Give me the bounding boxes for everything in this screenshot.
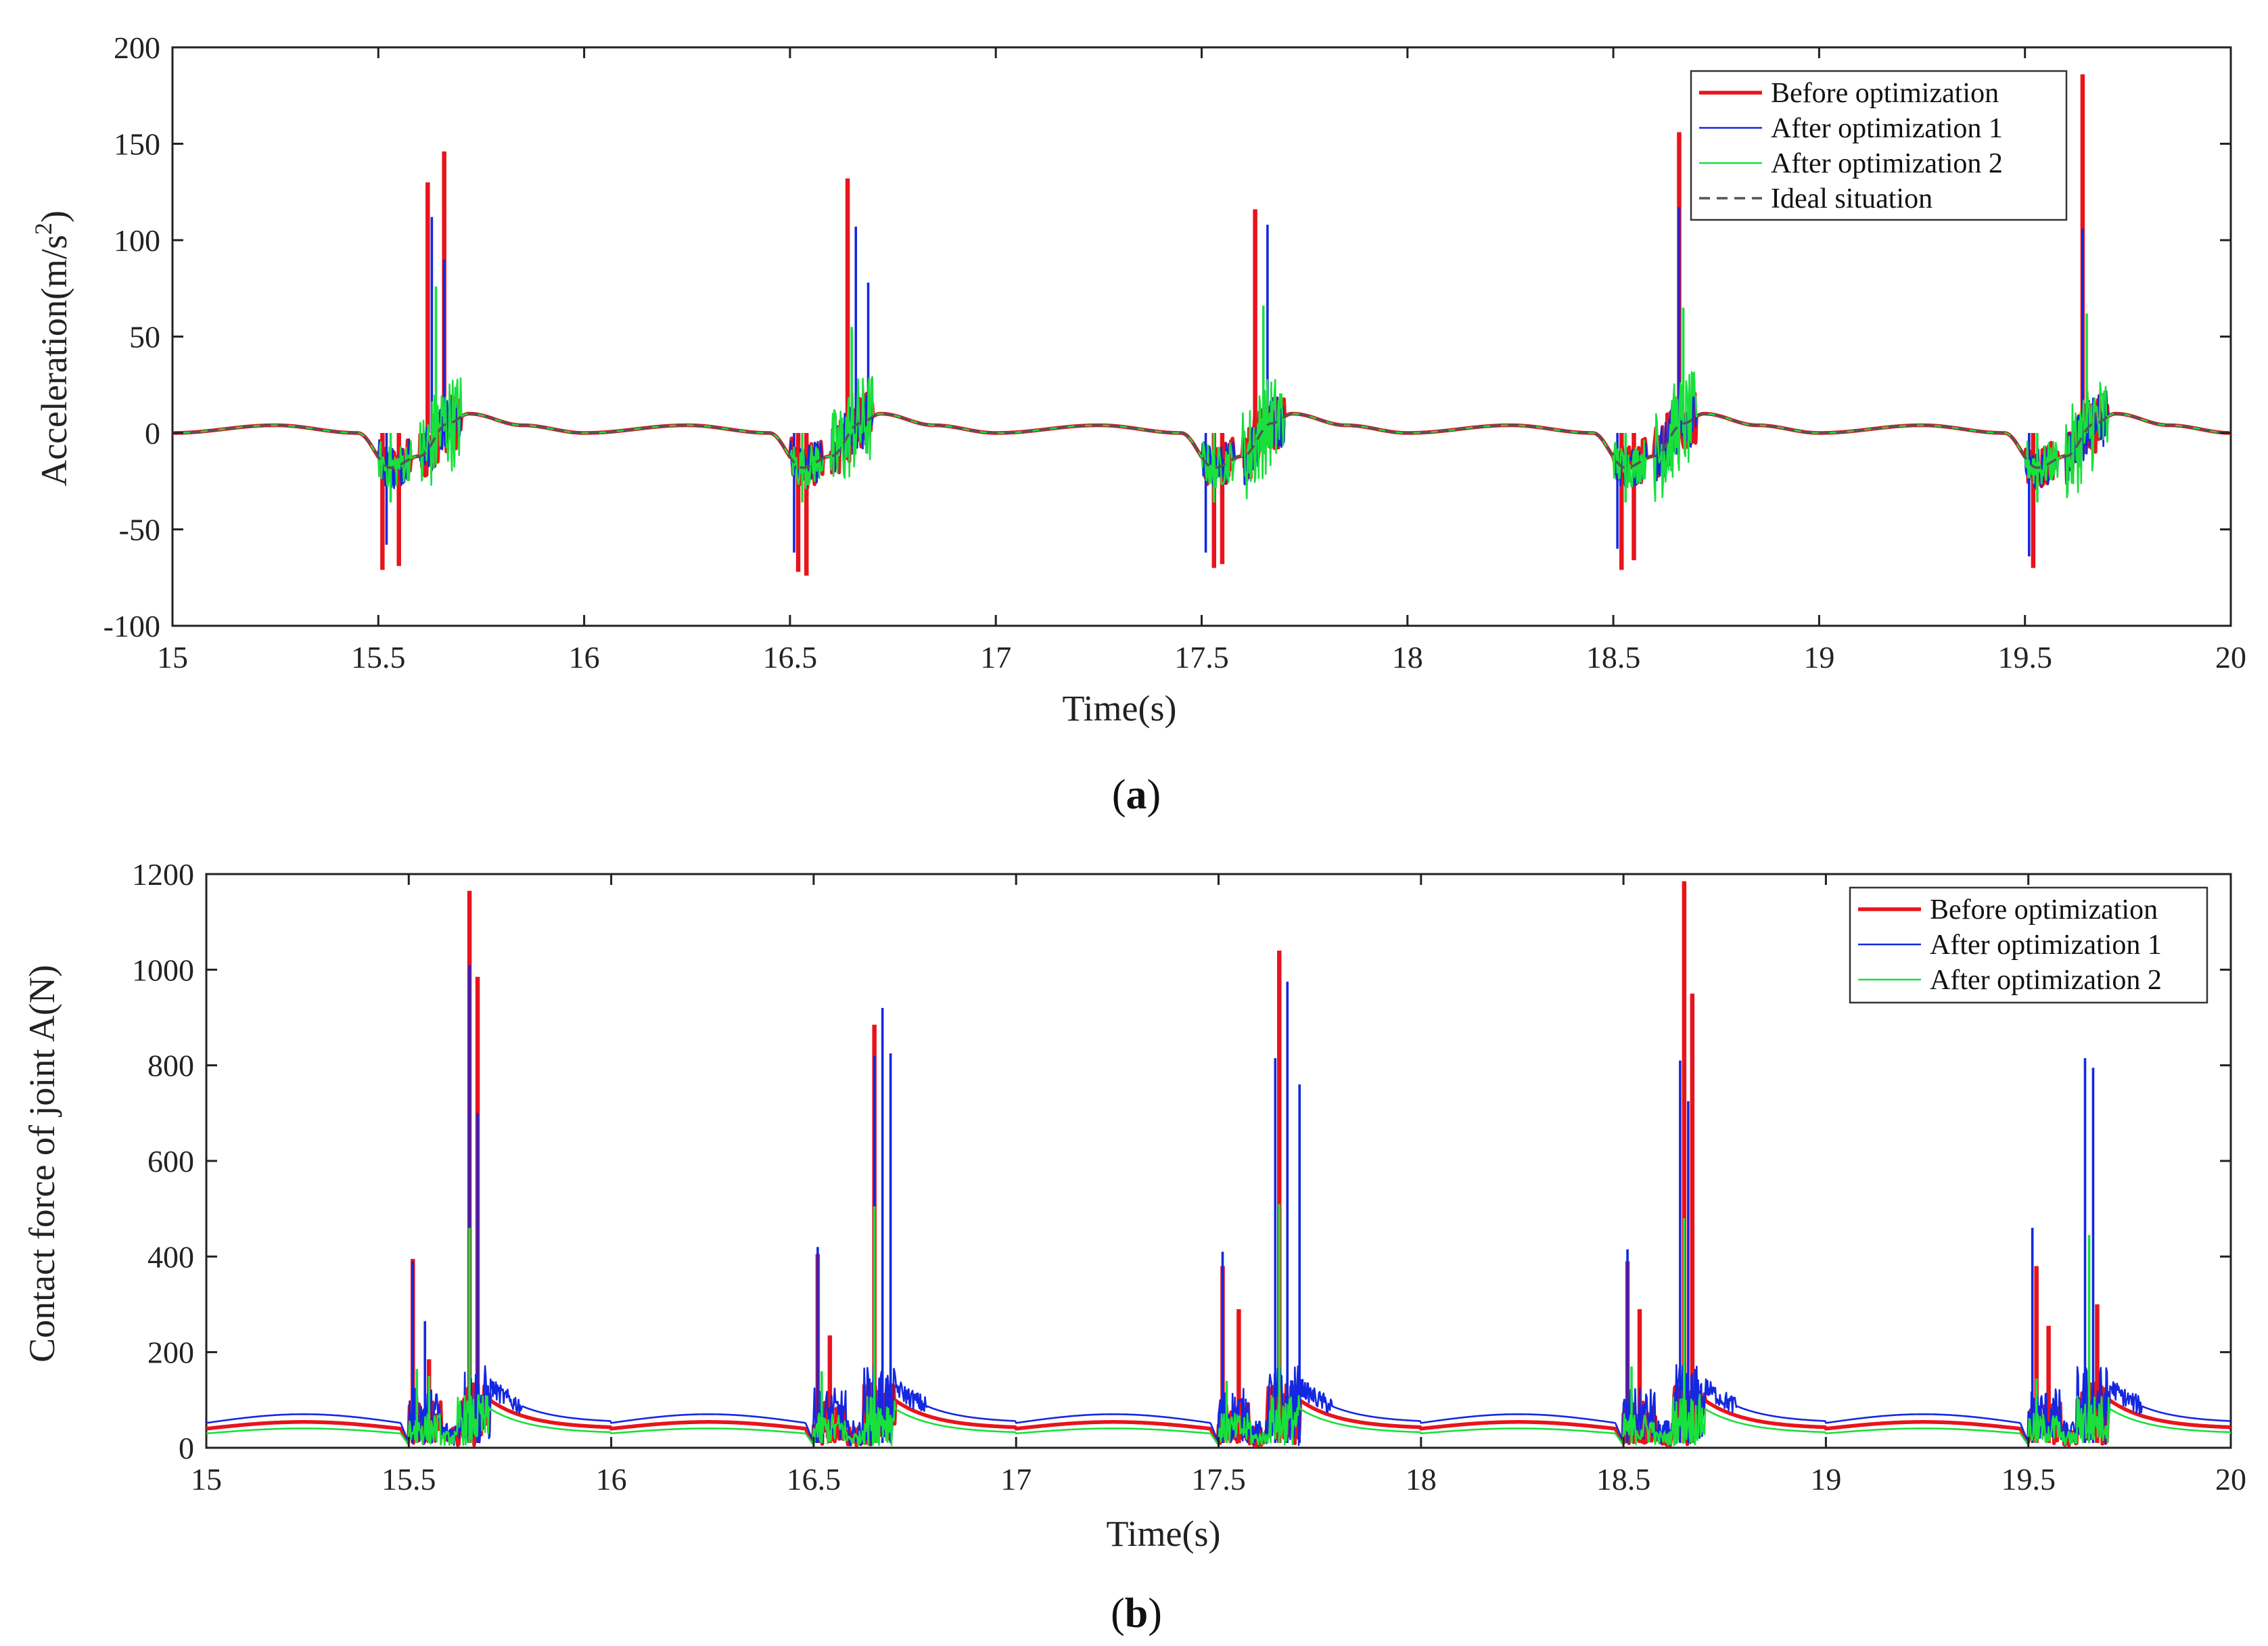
y-tick-label: 50: [129, 320, 160, 355]
panel-a-caption-letter: a: [1126, 772, 1147, 818]
x-tick-label: 17: [1000, 1462, 1032, 1496]
y-tick-label: 1200: [132, 857, 194, 892]
y-tick-label: 800: [147, 1049, 194, 1083]
x-tick-label: 15: [157, 640, 188, 675]
x-tick-label: 16.5: [787, 1462, 841, 1496]
panel-a-x-axis-title: Time(s): [1062, 688, 1176, 729]
panel-a-ticks: 15 15.5 16 16.5 17 17.5 18 18.5 19 19.5 20 -100 -50 0…: [103, 30, 2246, 675]
x-tick-label: 18: [1406, 1462, 1437, 1496]
panel-b: 15 15.5 16 16.5 17 17.5 18 18.5 19 19.5 2002004006…: [22, 857, 2246, 1637]
legend-label: After optimization 1: [1771, 113, 2003, 144]
panel-b-legend: Before optimization After optimization 1 A…: [1849, 886, 2208, 1004]
x-tick-label: 19: [1803, 640, 1834, 675]
legend-label: Ideal situation: [1771, 183, 1933, 214]
x-tick-label: 19: [1810, 1462, 1841, 1496]
x-tick-label: 17.5: [1174, 640, 1229, 675]
panel-a: 15 15.5 16 16.5 17 17.5 18 18.5 19 19.5 20 -100 -50 0…: [30, 30, 2246, 818]
legend-label: After optimization 1: [1930, 930, 2162, 961]
panel-b-caption: (b): [1111, 1591, 1162, 1637]
legend-box: [1690, 70, 2068, 221]
y-tick-label: 0: [179, 1431, 194, 1465]
y-tick-label: 0: [145, 416, 160, 451]
panel-a-y-axis-title: Acceleration(m/s2): [30, 210, 74, 486]
x-tick-label: 18.5: [1586, 640, 1641, 675]
panel-a-caption: (a): [1112, 772, 1161, 818]
y-tick-label: 1000: [132, 953, 194, 987]
y-tick-label: -100: [103, 609, 160, 643]
panel-b-y-axis-title: Contact force of joint A(N): [22, 965, 62, 1363]
panel-b-caption-open: (: [1111, 1591, 1125, 1637]
series-lines: [172, 74, 2231, 576]
series-line-1: [206, 1363, 2231, 1446]
panel-a-legend: Before optimization After optimization 1 A…: [1690, 70, 2068, 221]
x-tick-label: 16.5: [763, 640, 818, 675]
x-tick-label: 15: [191, 1462, 222, 1496]
x-tick-label: 15.5: [381, 1462, 436, 1496]
legend-label: After optimization 2: [1930, 965, 2162, 996]
legend-label: Before optimization: [1771, 78, 1999, 109]
x-tick-label: 18.5: [1596, 1462, 1651, 1496]
y-tick-label: 400: [147, 1239, 194, 1274]
x-tick-label: 18: [1392, 640, 1423, 675]
panel-b-ticks: 15 15.5 16 16.5 17 17.5 18 18.5 19 19.5 2002004006…: [132, 857, 2246, 1496]
y-tick-label: 100: [114, 223, 160, 258]
series-line-2: [172, 371, 2231, 503]
y-tick-label: 200: [114, 30, 160, 65]
y-tick-label: 600: [147, 1144, 194, 1179]
x-tick-label: 16: [569, 640, 600, 675]
panel-a-ylabel-suffix: ): [34, 210, 74, 223]
legend-label: After optimization 2: [1771, 148, 2003, 179]
x-tick-label: 17.5: [1191, 1462, 1246, 1496]
x-tick-label: 17: [980, 640, 1011, 675]
panel-b-caption-close: ): [1148, 1591, 1162, 1637]
x-tick-label: 20: [2215, 640, 2246, 675]
legend-label: Before optimization: [1930, 894, 2158, 925]
y-tick-label: -50: [119, 513, 160, 547]
panel-b-plot-area: [205, 873, 2232, 1449]
panel-a-caption-close: ): [1147, 772, 1161, 818]
x-tick-label: 19.5: [2001, 1462, 2056, 1496]
panel-b-caption-letter: b: [1125, 1591, 1148, 1637]
x-tick-label: 19.5: [1997, 640, 2052, 675]
y-tick-label: 200: [147, 1335, 194, 1370]
panel-a-caption-open: (: [1112, 772, 1126, 818]
series-lines: [206, 881, 2231, 1448]
x-tick-label: 20: [2215, 1462, 2246, 1496]
panel-a-ylabel-sup: 2: [30, 223, 57, 235]
x-tick-label: 15.5: [351, 640, 406, 675]
panel-b-x-axis-title: Time(s): [1106, 1513, 1220, 1554]
panel-a-ylabel-prefix: Acceleration(m/s: [34, 235, 74, 486]
x-tick-label: 16: [596, 1462, 627, 1496]
y-tick-label: 150: [114, 127, 160, 162]
